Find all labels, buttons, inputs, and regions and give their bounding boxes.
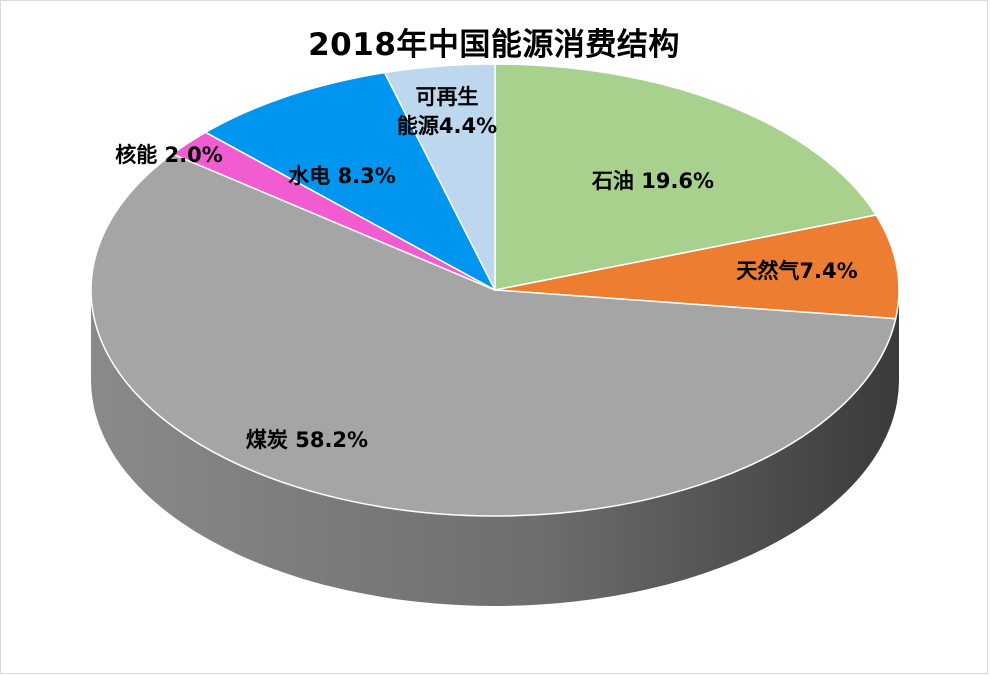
- slice-label-6: 可再生能源4.4%: [397, 85, 497, 138]
- slice-label-5: 水电 8.3%: [288, 164, 396, 188]
- pie-slice-6: [383, 63, 496, 291]
- slice-label-3: 煤炭 58.2%: [246, 428, 368, 452]
- pie-slice-2: [494, 214, 900, 320]
- pie-side-wall: [91, 290, 899, 606]
- pie-slice-3: [90, 153, 897, 517]
- slice-label-1: 石油 19.6%: [591, 169, 714, 193]
- pie-side-surface: [91, 290, 899, 606]
- pie-top-face: [90, 63, 900, 517]
- pie-slice-5: [204, 71, 496, 291]
- slice-label-4: 核能 2.0%: [115, 143, 223, 167]
- pie-labels: 石油 19.6% 天然气7.4% 煤炭 58.2% 核能 2.0% 水电 8.3% 可再生…: [115, 85, 857, 452]
- slice-label-2: 天然气7.4%: [736, 259, 857, 283]
- chart-title: 2018年中国能源消费结构: [308, 27, 680, 63]
